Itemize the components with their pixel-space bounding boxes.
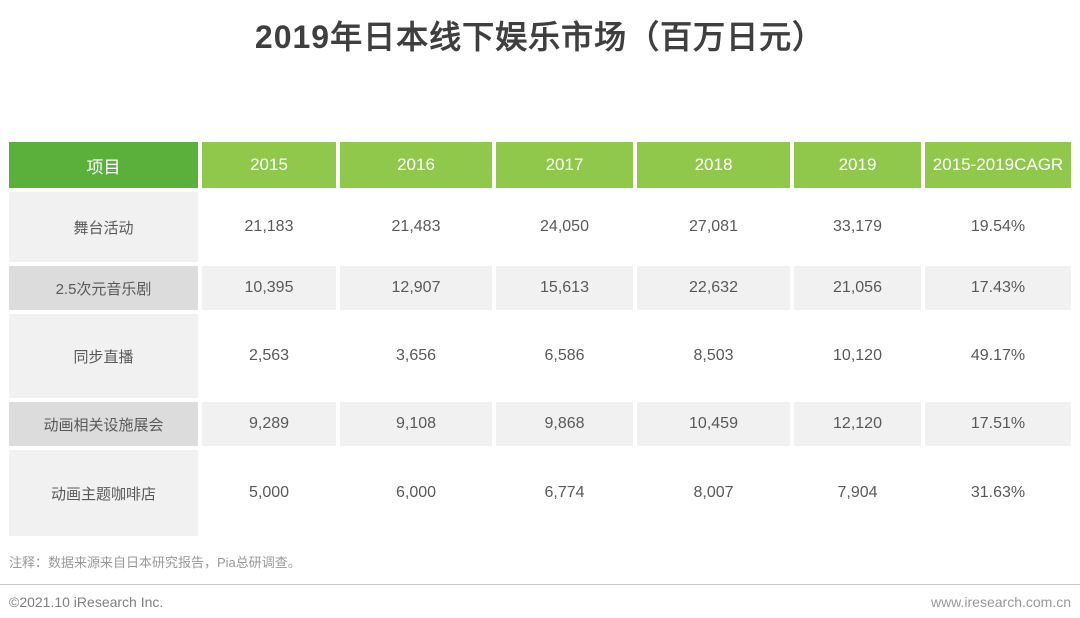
row-label: 同步直播 <box>9 314 198 398</box>
row-label: 舞台活动 <box>9 192 198 262</box>
header-cell-2016: 2016 <box>340 142 492 188</box>
header-cell-2018: 2018 <box>637 142 790 188</box>
header-cell-item: 项目 <box>9 142 198 188</box>
table-cell: 24,050 <box>496 192 633 262</box>
table-cell: 21,183 <box>202 192 336 262</box>
table-cell: 9,108 <box>340 402 492 446</box>
table-cell: 15,613 <box>496 266 633 310</box>
table-cell: 3,656 <box>340 314 492 398</box>
table-cell: 5,000 <box>202 450 336 536</box>
table-cell: 10,395 <box>202 266 336 310</box>
table-row: 2.5次元音乐剧 10,395 12,907 15,613 22,632 21,… <box>9 266 1071 310</box>
table-cell: 12,907 <box>340 266 492 310</box>
table-cell: 6,586 <box>496 314 633 398</box>
table-cell: 10,120 <box>794 314 921 398</box>
table-cell: 8,007 <box>637 450 790 536</box>
table-row: 动画主题咖啡店 5,000 6,000 6,774 8,007 7,904 31… <box>9 450 1071 536</box>
copyright-text: ©2021.10 iResearch Inc. <box>9 594 164 610</box>
table-cell: 27,081 <box>637 192 790 262</box>
table-cell: 17.51% <box>925 402 1071 446</box>
header-cell-2019: 2019 <box>794 142 921 188</box>
table-cell: 21,056 <box>794 266 921 310</box>
table-cell: 19.54% <box>925 192 1071 262</box>
table-cell: 8,503 <box>637 314 790 398</box>
table-cell: 10,459 <box>637 402 790 446</box>
table-cell: 31.63% <box>925 450 1071 536</box>
website-url-text: www.iresearch.com.cn <box>930 594 1071 610</box>
table-header-row: 项目 2015 2016 2017 2018 2019 2015-2019CAG… <box>9 142 1071 188</box>
table-cell: 2,563 <box>202 314 336 398</box>
table-cell: 6,774 <box>496 450 633 536</box>
table-row: 动画相关设施展会 9,289 9,108 9,868 10,459 12,120… <box>9 402 1071 446</box>
header-cell-2015: 2015 <box>202 142 336 188</box>
table-cell: 33,179 <box>794 192 921 262</box>
row-label: 动画主题咖啡店 <box>9 450 198 536</box>
header-cell-2017: 2017 <box>496 142 633 188</box>
row-label: 动画相关设施展会 <box>9 402 198 446</box>
row-label: 2.5次元音乐剧 <box>9 266 198 310</box>
table-cell: 9,289 <box>202 402 336 446</box>
table-row: 舞台活动 21,183 21,483 24,050 27,081 33,179 … <box>9 192 1071 262</box>
table-cell: 22,632 <box>637 266 790 310</box>
market-data-table: 项目 2015 2016 2017 2018 2019 2015-2019CAG… <box>9 142 1071 536</box>
table-row: 同步直播 2,563 3,656 6,586 8,503 10,120 49.1… <box>9 314 1071 398</box>
table-cell: 49.17% <box>925 314 1071 398</box>
table-cell: 21,483 <box>340 192 492 262</box>
table-cell: 12,120 <box>794 402 921 446</box>
table-cell: 17.43% <box>925 266 1071 310</box>
page-title: 2019年日本线下娱乐市场（百万日元） <box>254 19 826 55</box>
source-note: 注释：数据来源来自日本研究报告，Pia总研调查。 <box>9 555 301 570</box>
table-cell: 7,904 <box>794 450 921 536</box>
table-cell: 9,868 <box>496 402 633 446</box>
header-cell-cagr: 2015-2019CAGR <box>925 142 1071 188</box>
table-cell: 6,000 <box>340 450 492 536</box>
footer-divider <box>0 584 1080 585</box>
